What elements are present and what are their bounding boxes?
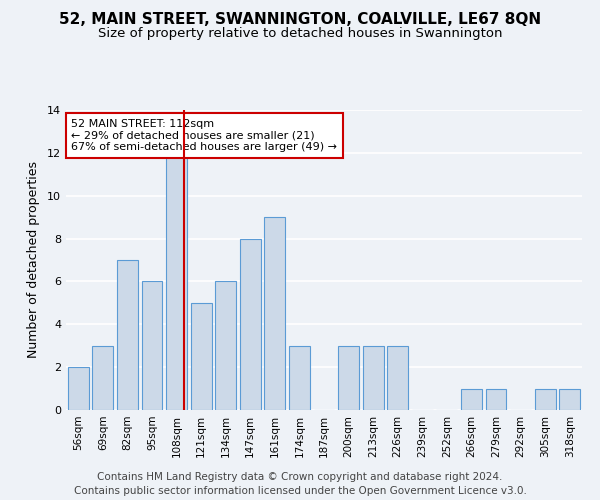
Bar bbox=[338, 346, 359, 410]
Bar bbox=[215, 282, 236, 410]
Bar bbox=[240, 238, 261, 410]
Bar bbox=[289, 346, 310, 410]
Bar bbox=[362, 346, 383, 410]
Text: 52 MAIN STREET: 112sqm
← 29% of detached houses are smaller (21)
67% of semi-det: 52 MAIN STREET: 112sqm ← 29% of detached… bbox=[71, 119, 337, 152]
Bar bbox=[166, 153, 187, 410]
Bar bbox=[191, 303, 212, 410]
Bar bbox=[461, 388, 482, 410]
Bar bbox=[485, 388, 506, 410]
Bar bbox=[265, 217, 286, 410]
Bar bbox=[535, 388, 556, 410]
Text: Size of property relative to detached houses in Swannington: Size of property relative to detached ho… bbox=[98, 28, 502, 40]
Y-axis label: Number of detached properties: Number of detached properties bbox=[27, 162, 40, 358]
Bar bbox=[92, 346, 113, 410]
Text: 52, MAIN STREET, SWANNINGTON, COALVILLE, LE67 8QN: 52, MAIN STREET, SWANNINGTON, COALVILLE,… bbox=[59, 12, 541, 28]
Bar bbox=[117, 260, 138, 410]
Text: Contains HM Land Registry data © Crown copyright and database right 2024.: Contains HM Land Registry data © Crown c… bbox=[97, 472, 503, 482]
Text: Contains public sector information licensed under the Open Government Licence v3: Contains public sector information licen… bbox=[74, 486, 526, 496]
Bar bbox=[68, 367, 89, 410]
Bar bbox=[559, 388, 580, 410]
Bar bbox=[387, 346, 408, 410]
Bar bbox=[142, 282, 163, 410]
